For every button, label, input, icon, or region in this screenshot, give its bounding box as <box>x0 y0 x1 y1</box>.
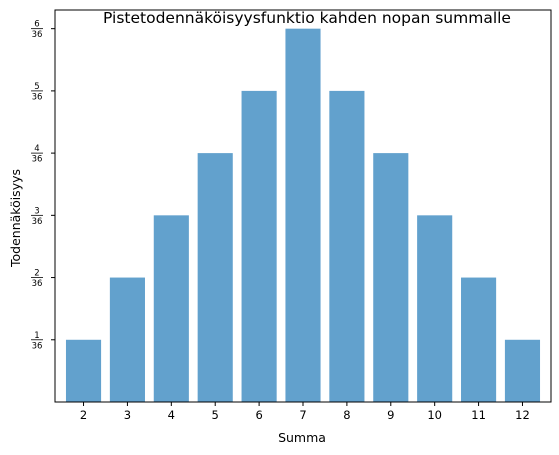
y-tick-numerator: 5 <box>34 82 39 92</box>
x-tick-label: 10 <box>427 408 442 422</box>
bar-6 <box>241 90 277 402</box>
y-tick-denominator: 36 <box>32 217 43 227</box>
bar-3 <box>109 277 145 402</box>
y-tick-label: 436 <box>31 144 43 165</box>
bar-7 <box>285 28 321 402</box>
y-tick-label: 136 <box>31 331 43 351</box>
bar-5 <box>197 153 233 402</box>
y-tick-label: 236 <box>31 269 43 289</box>
x-tick-label: 6 <box>255 408 262 422</box>
y-tick-denominator: 36 <box>32 341 43 351</box>
bar-4 <box>153 215 189 402</box>
x-tick-label: 4 <box>168 408 175 422</box>
y-tick-numerator: 2 <box>34 269 39 279</box>
y-tick-label: 636 <box>31 20 43 40</box>
x-tick-label: 11 <box>471 408 486 422</box>
y-tick-denominator: 36 <box>32 30 43 40</box>
y-tick-numerator: 6 <box>34 20 39 30</box>
bar-12 <box>504 339 541 402</box>
y-tick-label: 536 <box>31 82 43 102</box>
bar-8 <box>329 90 365 402</box>
y-tick-numerator: 4 <box>34 144 39 154</box>
bar-10 <box>417 215 453 402</box>
bar-9 <box>373 153 409 402</box>
y-tick-numerator: 1 <box>34 331 39 341</box>
x-tick-label: 12 <box>515 408 530 422</box>
x-tick-label: 2 <box>80 408 87 422</box>
x-ticks: 2 3 4 5 6 7 8 9 10 11 12 <box>80 402 530 422</box>
x-axis-label: Summa <box>278 430 326 445</box>
bar-11 <box>461 277 497 402</box>
x-tick-label: 9 <box>387 408 394 422</box>
y-tick-label: 336 <box>31 206 43 227</box>
y-tick-denominator: 36 <box>32 155 43 165</box>
bars-group <box>65 28 541 402</box>
chart-title: Pistetodennäköisyysfunktio kahden nopan … <box>103 9 511 27</box>
x-tick-label: 3 <box>124 408 131 422</box>
x-tick-label: 5 <box>212 408 219 422</box>
y-tick-denominator: 36 <box>32 279 43 289</box>
y-tick-denominator: 36 <box>32 92 43 102</box>
bar-2 <box>65 339 102 402</box>
y-axis-label: Todennäköisyys <box>8 169 23 268</box>
y-tick-numerator: 3 <box>34 206 39 216</box>
plot-frame <box>54 9 552 403</box>
x-tick-label: 7 <box>299 408 306 422</box>
x-tick-label: 8 <box>343 408 350 422</box>
